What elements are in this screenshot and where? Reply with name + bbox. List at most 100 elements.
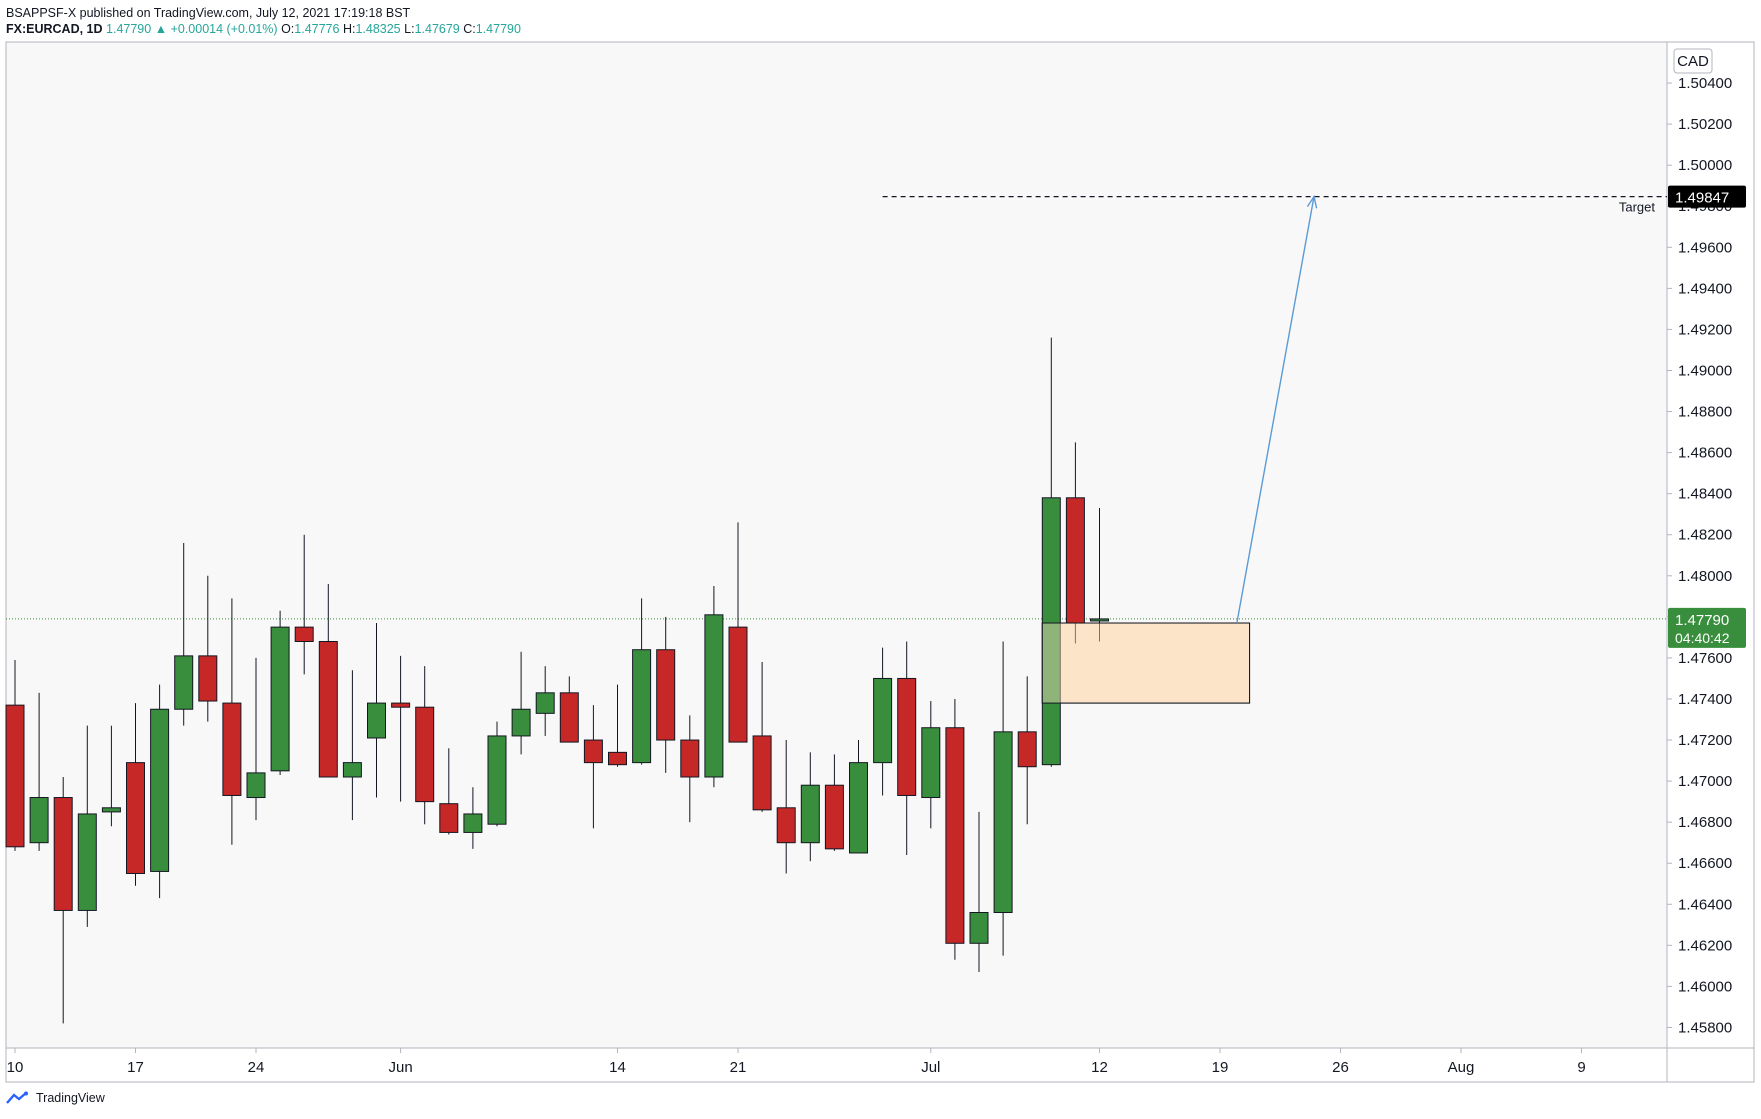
candle-down	[897, 677, 917, 796]
candle-down	[222, 702, 242, 796]
close-label: C:	[463, 22, 476, 36]
candle-down	[656, 649, 676, 741]
candle-down	[439, 803, 459, 833]
y-tick-label: 1.50000	[1678, 157, 1732, 174]
candle-down	[559, 692, 579, 743]
candle-down	[53, 797, 73, 911]
y-tick-label: 1.50400	[1678, 75, 1732, 92]
candle-down	[5, 704, 25, 848]
y-tick-label: 1.46600	[1678, 855, 1732, 872]
candle-up	[463, 813, 483, 833]
y-tick-label: 1.48200	[1678, 527, 1732, 544]
y-tick-label: 1.47200	[1678, 732, 1732, 749]
current-price-tag	[1668, 607, 1746, 648]
open-value: 1.47776	[294, 22, 340, 36]
symbol-line: FX:EURCAD, 1D 1.47790 ▲ +0.00014 (+0.01%…	[6, 21, 521, 37]
x-tick-label: 10	[7, 1059, 24, 1076]
candle-up	[849, 762, 868, 854]
x-tick-label: 21	[730, 1059, 747, 1076]
y-tick-label: 1.48400	[1678, 486, 1732, 503]
y-tick-label: 1.46200	[1678, 937, 1732, 954]
candle-up	[1090, 618, 1109, 622]
high-label: H:	[342, 22, 356, 36]
candle-up	[969, 911, 989, 944]
candle-up	[921, 727, 941, 799]
high-value: 1.48325	[355, 22, 401, 36]
candle-up	[993, 731, 1013, 913]
currency-badge	[1673, 48, 1713, 74]
candle-down	[945, 727, 965, 944]
y-tick-label: 1.49200	[1678, 321, 1732, 338]
candle-down	[198, 655, 218, 702]
candle-down	[583, 739, 603, 764]
currency-label: CAD	[1677, 53, 1709, 70]
candle-up	[174, 655, 194, 710]
y-tick-label: 1.49000	[1678, 362, 1732, 379]
countdown-label: 04:40:42	[1675, 630, 1730, 646]
candle-down	[608, 751, 627, 766]
y-tick-label: 1.47600	[1678, 650, 1732, 667]
candle-up	[342, 762, 362, 778]
x-tick-label: Aug	[1448, 1059, 1475, 1076]
candle-up	[704, 614, 724, 778]
candle-down	[824, 784, 844, 850]
close-value: 1.47790	[475, 22, 521, 36]
candle-down	[776, 807, 796, 844]
candle-up	[29, 797, 49, 844]
candle-up	[535, 692, 555, 714]
candle-up	[246, 772, 266, 799]
candle-down	[126, 762, 145, 874]
low-value: 1.47679	[414, 22, 460, 36]
y-tick-label: 1.48600	[1678, 445, 1732, 462]
candle-up	[367, 702, 386, 739]
candle-up	[150, 708, 170, 872]
plot-area	[6, 42, 1667, 1048]
y-tick-label: 1.49400	[1678, 280, 1732, 297]
current-price-label: 1.47790	[1675, 612, 1729, 629]
x-tick-label: Jul	[921, 1059, 940, 1076]
last-price: 1.47790	[106, 22, 152, 36]
symbol-label: FX:EURCAD, 1D	[6, 22, 103, 36]
projection-arrow	[1236, 196, 1315, 624]
chart-header: BSAPPSF-X published on TradingView.com, …	[6, 5, 521, 37]
x-tick-label: Jun	[389, 1059, 413, 1076]
y-tick-label: 1.49600	[1678, 239, 1732, 256]
candle-up	[270, 626, 290, 772]
candle-down	[294, 626, 314, 642]
y-tick-label: 1.48000	[1678, 568, 1732, 585]
demand-zone-overlay	[1041, 622, 1251, 704]
candle-down	[1017, 731, 1037, 768]
x-tick-label: 17	[127, 1059, 144, 1076]
price-change: +0.00014 (+0.01%)	[170, 22, 278, 36]
footer: TradingView	[6, 1091, 105, 1105]
candle-up	[632, 649, 652, 764]
x-tick-label: 12	[1091, 1059, 1108, 1076]
low-label: L:	[404, 22, 415, 36]
change-arrow-icon: ▲	[154, 22, 168, 36]
arrow-head-icon	[1306, 194, 1318, 209]
candle-up	[487, 735, 507, 825]
candle-up	[873, 677, 893, 764]
brand-label: TradingView	[36, 1091, 105, 1105]
publisher-line: BSAPPSF-X published on TradingView.com, …	[6, 6, 411, 20]
candle-down	[728, 626, 748, 743]
candle-down	[391, 702, 411, 708]
y-tick-label: 1.46000	[1678, 978, 1732, 995]
candle-down	[318, 640, 338, 778]
x-tick-label: 26	[1332, 1059, 1349, 1076]
candle-down	[680, 739, 700, 778]
y-tick-label: 1.46800	[1678, 814, 1732, 831]
y-tick-label: 1.50200	[1678, 116, 1732, 133]
y-tick-label: 1.45800	[1678, 1019, 1732, 1036]
target-label: Target	[1619, 200, 1656, 215]
y-tick-label: 1.47000	[1678, 773, 1732, 790]
candle-up	[511, 708, 531, 737]
target-price-label: 1.49847	[1675, 190, 1729, 207]
candle-up	[800, 784, 820, 844]
candle-up	[101, 807, 121, 813]
chart-frame	[5, 41, 1755, 1083]
y-tick-label: 1.47400	[1678, 691, 1732, 708]
x-tick-label: 19	[1212, 1059, 1229, 1076]
y-tick-label: 1.46400	[1678, 896, 1732, 913]
